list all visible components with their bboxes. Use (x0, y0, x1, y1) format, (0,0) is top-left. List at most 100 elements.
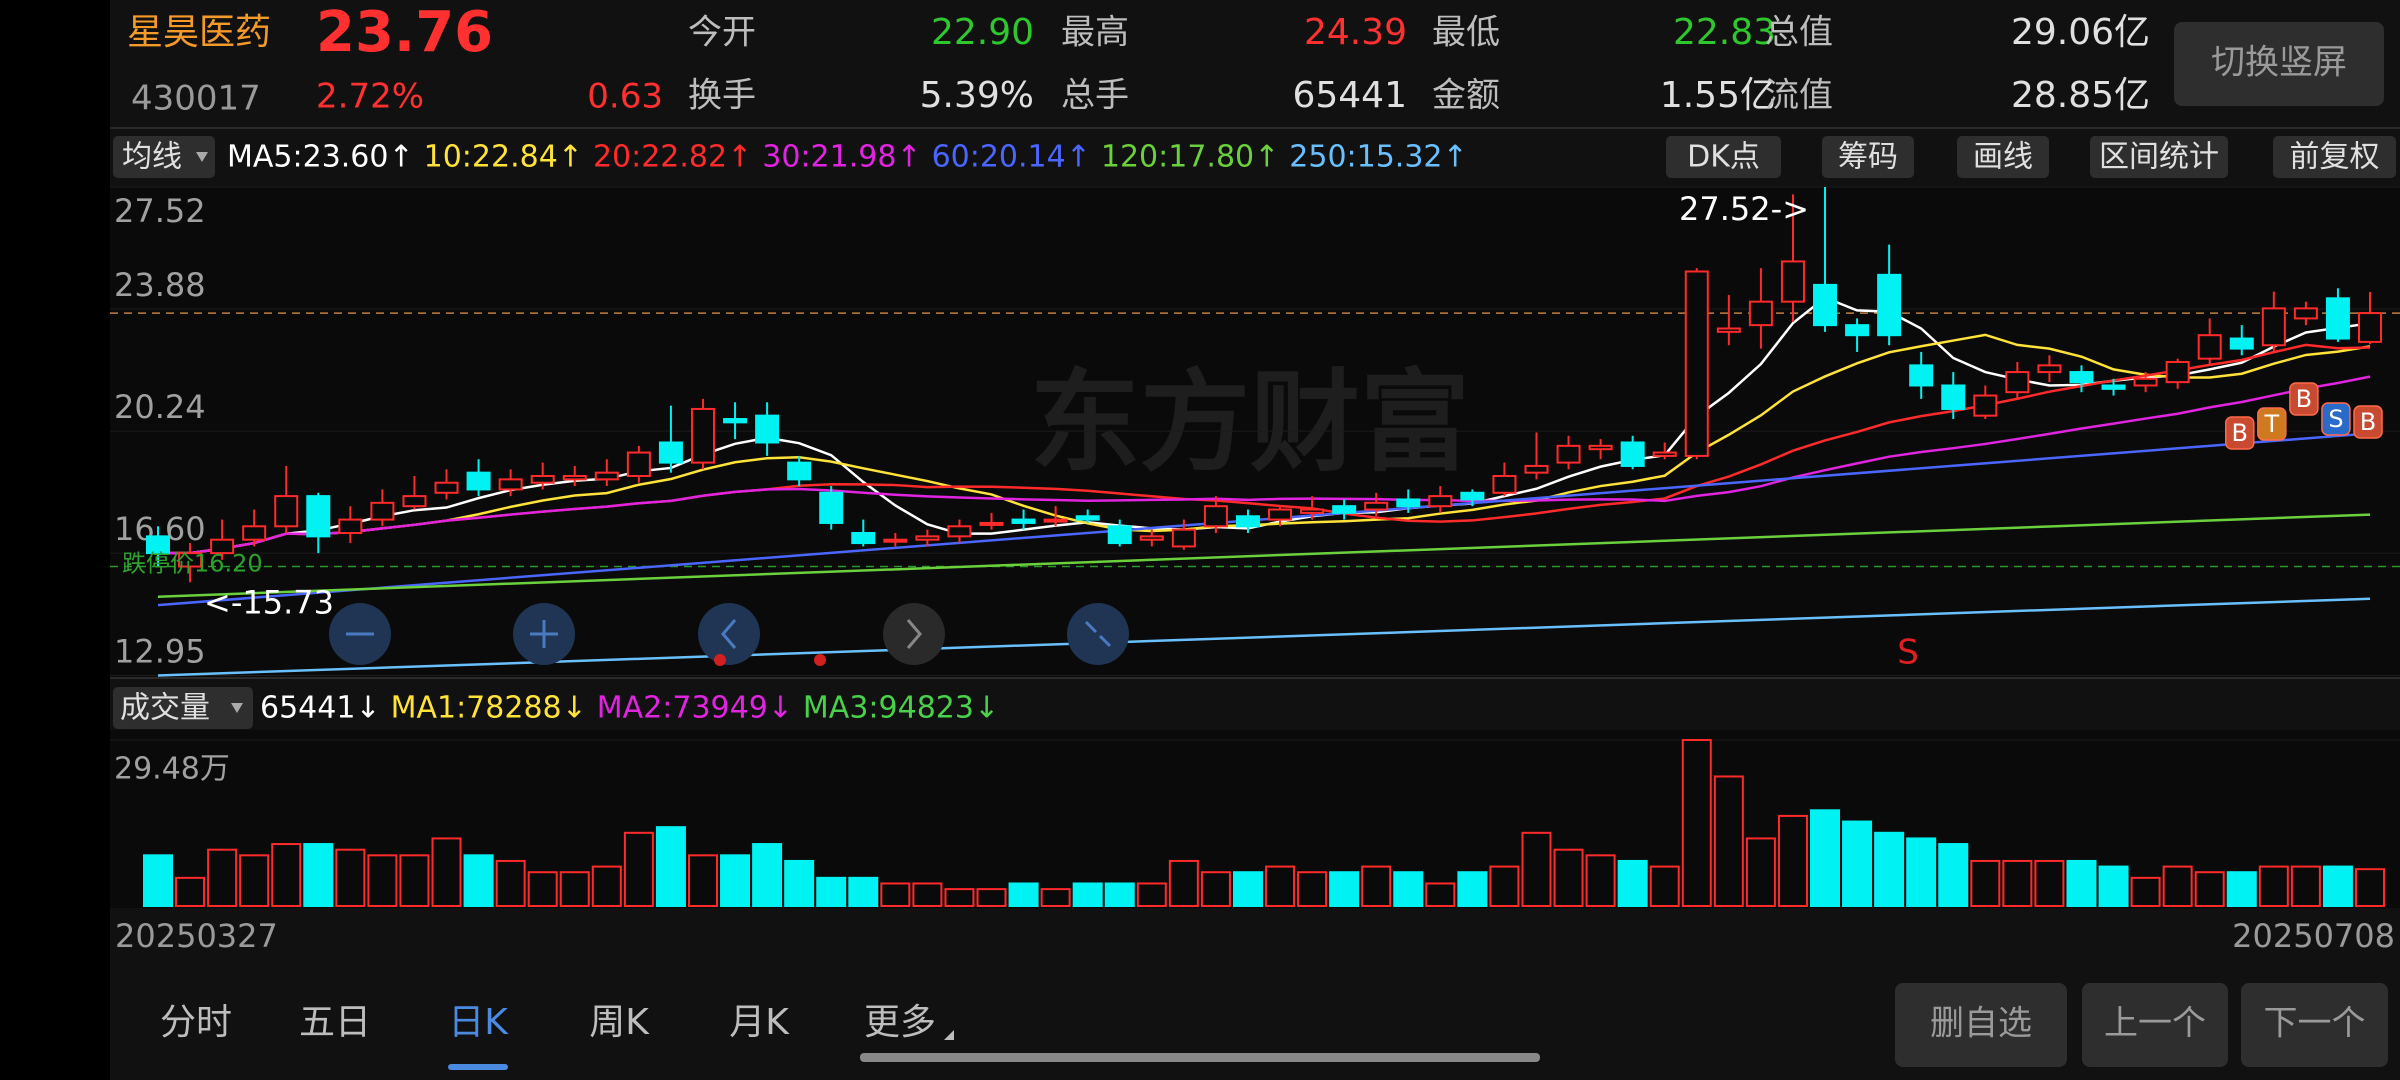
candle-body (402, 495, 427, 508)
nav-button-label[interactable]: 上一个 (2104, 1004, 2206, 1044)
tool-button-label[interactable]: DK点 (1687, 140, 1760, 175)
tool-button[interactable] (1822, 136, 1914, 178)
ma-line (158, 333, 2371, 555)
candle-body (2005, 371, 2030, 394)
candle-body (1652, 451, 1677, 457)
candle-body (1043, 518, 1068, 523)
volume-bar (976, 888, 1007, 907)
tool-button[interactable] (2090, 136, 2228, 178)
volume-bar (2322, 865, 2353, 907)
candle-body (1300, 508, 1325, 514)
nav-button[interactable] (2241, 983, 2388, 1067)
reset-zoom[interactable] (1067, 603, 1129, 665)
tool-button[interactable] (1957, 136, 2049, 178)
tool-button[interactable] (2273, 136, 2396, 178)
candle-body (1588, 444, 1613, 451)
tool-button-label[interactable]: 筹码 (1838, 140, 1898, 175)
candle-body (1460, 491, 1485, 501)
volume-bar (2355, 868, 2385, 908)
volume-bar (2258, 865, 2289, 907)
legend-entry: 10:22.84↑ (424, 140, 583, 175)
stat-label: 金额 (1432, 76, 1500, 116)
scroll-right[interactable] (883, 603, 945, 665)
volume-bar (2130, 876, 2161, 908)
orientation-button-label[interactable]: 切换竖屏 (2211, 43, 2347, 83)
volume-bar (1617, 859, 1648, 908)
signal-badge-label: B (2296, 385, 2312, 413)
ma-line (158, 375, 2371, 555)
stat-value: 28.85亿 (2011, 75, 2150, 116)
candle-body (274, 495, 299, 528)
tab-underline (448, 1064, 508, 1070)
candle-body (1877, 273, 1902, 337)
candle-body (306, 495, 331, 538)
candle-body (915, 535, 940, 541)
volume-bar (1777, 814, 1808, 908)
indicator-menu[interactable] (113, 687, 253, 729)
volume-bar (1810, 809, 1841, 908)
candle-body (1396, 498, 1421, 508)
candle-body (1973, 394, 1998, 417)
volume-bar (2290, 865, 2321, 907)
legend-entry: MA3:94823↓ (803, 691, 999, 726)
watermark: 东方财富 (1030, 358, 1470, 486)
volume-bar (1489, 865, 1520, 907)
period-tab[interactable]: 日K (448, 1002, 509, 1043)
candle-body (723, 418, 748, 424)
candle-body (1684, 270, 1709, 457)
volume-bar (1008, 882, 1039, 908)
candle-body (2325, 297, 2350, 340)
price-panel (110, 187, 2400, 677)
stat-value: 29.06亿 (2011, 12, 2150, 53)
icon (721, 619, 737, 649)
volume-bar (623, 831, 654, 908)
tool-button-label[interactable]: 区间统计 (2099, 140, 2219, 175)
stat-value: 22.90 (931, 12, 1034, 53)
volume-bar (687, 854, 718, 908)
nav-button[interactable] (1895, 983, 2067, 1067)
nav-button-label[interactable]: 删自选 (1930, 1004, 2032, 1044)
tool-button-label[interactable]: 画线 (1973, 140, 2033, 175)
candle-body (1332, 505, 1357, 514)
ma-line (157, 513, 2371, 598)
orientation-button[interactable] (2174, 22, 2384, 106)
volume-bar (559, 871, 590, 907)
legend-entry: 60:20.14↑ (932, 140, 1091, 175)
stat-value: 1.55亿 (1660, 75, 1776, 116)
tool-button[interactable] (1666, 136, 1781, 178)
volume-bar (2226, 871, 2257, 907)
volume-bar (335, 848, 366, 907)
ma-menu[interactable] (113, 136, 215, 178)
candle-body (1107, 525, 1132, 545)
volume-bar (1200, 871, 1231, 907)
legend-entry: MA2:73949↓ (597, 691, 793, 726)
scroll-left[interactable] (698, 603, 760, 665)
nav-button-label[interactable]: 下一个 (2264, 1004, 2366, 1044)
signal-badge-label: B (2360, 408, 2376, 436)
period-tab[interactable]: 五日 (299, 1002, 371, 1043)
period-tab[interactable]: 分时 (160, 1002, 232, 1043)
candle-body (1075, 515, 1100, 521)
stat-label: 最低 (1432, 13, 1500, 53)
candle-body (1909, 364, 1934, 387)
tool-button-label[interactable]: 前复权 (2290, 140, 2380, 175)
candle-body (883, 538, 908, 543)
candle-body (146, 535, 170, 555)
nav-button[interactable] (2082, 983, 2228, 1067)
period-tab[interactable]: 月K (729, 1002, 790, 1043)
period-tab[interactable]: 更多 (864, 1002, 936, 1043)
y-tick-label: 29.48万 (114, 752, 230, 787)
candle-body (1716, 327, 1741, 333)
low-annotation: <-15.73 (204, 583, 334, 621)
candle-body (2133, 377, 2158, 387)
indicator-menu-label[interactable]: 成交量 (120, 691, 210, 726)
period-tab[interactable]: 周K (589, 1002, 650, 1043)
volume-bar (1393, 871, 1424, 907)
candle-body (979, 521, 1004, 526)
stock-name: 星昊医药 (127, 12, 271, 53)
ma-menu-label[interactable]: 均线 (122, 140, 182, 175)
volume-bar (175, 876, 206, 908)
stat-label: 总值 (1765, 13, 1833, 53)
stat-label: 流值 (1765, 76, 1833, 116)
